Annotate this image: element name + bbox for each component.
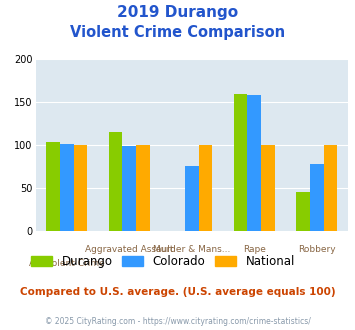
Bar	[109, 132, 122, 231]
Bar	[136, 145, 150, 231]
Text: All Violent Crime: All Violent Crime	[29, 259, 105, 268]
Bar	[247, 95, 261, 231]
Bar	[185, 166, 198, 231]
Bar	[60, 144, 73, 231]
Text: © 2025 CityRating.com - https://www.cityrating.com/crime-statistics/: © 2025 CityRating.com - https://www.city…	[45, 317, 310, 326]
Legend: Durango, Colorado, National: Durango, Colorado, National	[31, 255, 295, 268]
Bar	[122, 146, 136, 231]
Bar	[296, 191, 310, 231]
Text: Murder & Mans...: Murder & Mans...	[153, 245, 230, 254]
Bar	[323, 145, 337, 231]
Bar	[46, 142, 60, 231]
Text: Aggravated Assault: Aggravated Assault	[85, 245, 174, 254]
Bar	[310, 164, 323, 231]
Bar	[261, 145, 275, 231]
Text: Robbery: Robbery	[298, 245, 335, 254]
Text: Violent Crime Comparison: Violent Crime Comparison	[70, 25, 285, 40]
Text: Rape: Rape	[243, 245, 266, 254]
Text: Compared to U.S. average. (U.S. average equals 100): Compared to U.S. average. (U.S. average …	[20, 287, 335, 297]
Bar	[73, 145, 87, 231]
Bar	[198, 145, 212, 231]
Bar	[234, 94, 247, 231]
Text: 2019 Durango: 2019 Durango	[117, 5, 238, 20]
